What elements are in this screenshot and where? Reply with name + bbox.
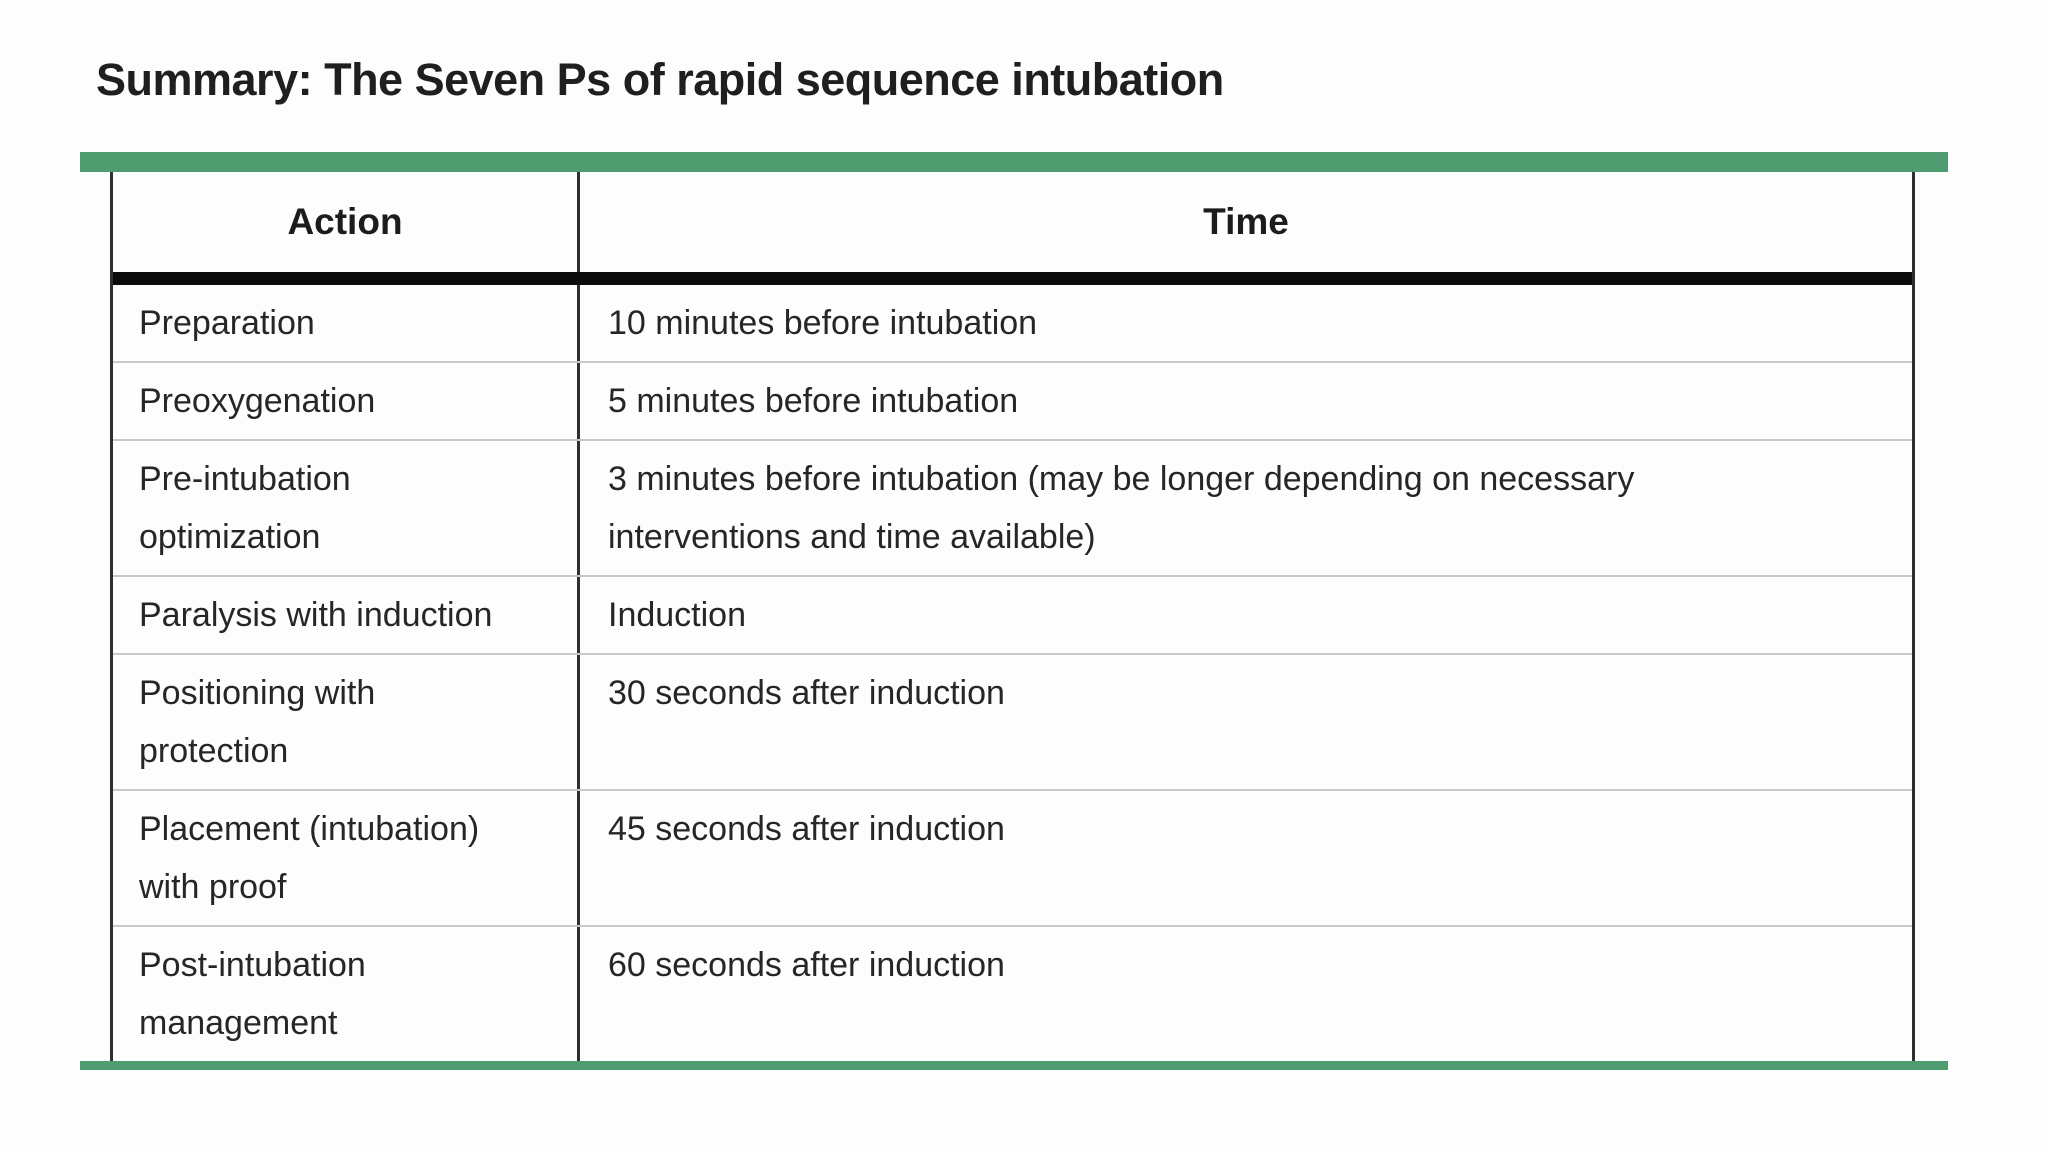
column-header-action: Action xyxy=(113,172,580,272)
bottom-accent-bar xyxy=(80,1061,1948,1070)
table-row: Preoxygenation 5 minutes before intubati… xyxy=(113,361,1912,439)
action-cell: Placement (intubation) with proof xyxy=(113,791,580,925)
table-header-row: Action Time xyxy=(113,172,1912,272)
action-cell: Post-intubation management xyxy=(113,927,580,1061)
table-row: Post-intubation management 60 seconds af… xyxy=(113,925,1912,1061)
action-cell: Paralysis with induction xyxy=(113,577,580,653)
time-cell: 10 minutes before intubation xyxy=(608,304,1038,342)
action-cell: Pre-intubation optimization xyxy=(113,441,580,575)
time-cell: 3 minutes before intubation (may be long… xyxy=(608,460,1635,556)
time-cell: 5 minutes before intubation xyxy=(608,382,1019,420)
table-row: Positioning with protection 30 seconds a… xyxy=(113,653,1912,789)
action-cell: Preparation xyxy=(113,285,580,361)
table-row: Paralysis with induction Induction xyxy=(113,575,1912,653)
time-cell: 60 seconds after induction xyxy=(608,946,1005,984)
table-row: Placement (intubation) with proof 45 sec… xyxy=(113,789,1912,925)
top-accent-bar xyxy=(80,152,1948,172)
time-cell: 45 seconds after induction xyxy=(608,810,1005,848)
page-title: Summary: The Seven Ps of rapid sequence … xyxy=(96,54,1224,105)
column-header-time: Time xyxy=(1203,201,1289,242)
table-block: Action Time Preparation 10 minutes befor… xyxy=(80,152,1948,1070)
action-cell: Preoxygenation xyxy=(113,363,580,439)
rsi-summary-table: Action Time Preparation 10 minutes befor… xyxy=(110,172,1915,1061)
time-cell: Induction xyxy=(608,596,746,634)
table-body: Preparation 10 minutes before intubation… xyxy=(113,285,1912,1061)
table-row: Pre-intubation optimization 3 minutes be… xyxy=(113,439,1912,575)
action-cell: Positioning with protection xyxy=(113,655,580,789)
table-row: Preparation 10 minutes before intubation xyxy=(113,285,1912,361)
header-divider-rule xyxy=(113,272,1912,285)
time-cell: 30 seconds after induction xyxy=(608,674,1005,712)
